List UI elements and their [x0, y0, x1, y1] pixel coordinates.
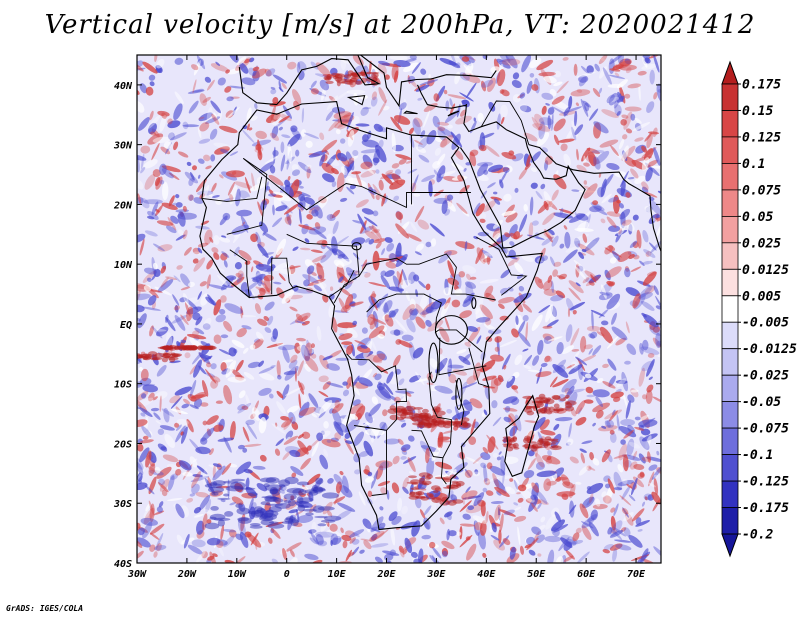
border-line — [243, 158, 471, 211]
border-line — [428, 371, 452, 459]
colorbar-segment — [721, 374, 739, 403]
chart-title: Vertical velocity [m/s] at 200hPa, VT: 2… — [44, 10, 756, 40]
colorbar-label: 0.125 — [742, 130, 781, 145]
colorbar-label: -0.025 — [742, 369, 789, 384]
colorbar-label: -0.125 — [742, 475, 789, 490]
colorbar-label: -0.1 — [742, 448, 773, 463]
coastline-europe — [238, 55, 497, 108]
colorbar-label: 0.1 — [742, 157, 765, 172]
colorbar-label: 0.15 — [742, 104, 773, 119]
border-line — [328, 269, 355, 298]
lake-outline — [428, 342, 439, 384]
border-line — [366, 293, 483, 353]
colorbar-segment — [721, 215, 739, 244]
border-line — [480, 100, 530, 145]
y-tick-label: EQ — [120, 320, 132, 331]
colorbar-label: 0.175 — [742, 78, 781, 93]
x-tick-label: 50E — [527, 569, 546, 580]
colorbar-label: -0.2 — [742, 528, 773, 543]
x-tick-label: 0 — [284, 569, 290, 580]
colorbar-label: 0.0125 — [742, 263, 789, 278]
y-tick-label: 10S — [114, 380, 132, 391]
y-tick-label: 40S — [114, 559, 132, 570]
colorbar-segment — [721, 242, 739, 270]
coastline-crete — [403, 110, 418, 115]
colorbar-label: -0.005 — [742, 316, 789, 331]
colorbar-segment — [721, 480, 739, 509]
border-line — [226, 158, 268, 235]
colorbar-segment — [721, 507, 739, 535]
colorbar-label: -0.05 — [742, 395, 781, 410]
lake-outline — [434, 315, 468, 345]
border-line — [346, 353, 407, 431]
border-line — [438, 337, 487, 376]
colorbar-top-arrow — [721, 60, 739, 85]
y-tick-label: 20N — [113, 200, 133, 211]
x-tick-label: 10E — [328, 569, 347, 580]
colorbar-label: 0.025 — [742, 236, 781, 251]
lake-outline — [351, 242, 362, 251]
border-line — [411, 429, 447, 485]
colorbar-segment — [721, 136, 739, 164]
colorbar-segment — [721, 401, 739, 429]
colorbar-segment — [721, 348, 739, 376]
border-line — [229, 249, 250, 298]
x-tick-label: 60E — [577, 569, 596, 580]
coastline-madagascar — [504, 394, 540, 477]
colorbar-label: -0.0125 — [742, 342, 797, 357]
colorbar-segment — [721, 110, 739, 138]
colorbar-segment — [721, 83, 739, 111]
border-line — [476, 236, 528, 296]
colorbar-label: 0.075 — [742, 183, 781, 198]
x-tick-label: 70E — [627, 569, 646, 580]
y-tick-label: 30N — [113, 141, 133, 152]
x-tick-label: 40E — [477, 569, 496, 580]
coastline-africa — [199, 101, 543, 531]
border-line — [201, 176, 263, 202]
border-line — [358, 253, 496, 301]
x-tick-label: 20W — [177, 569, 197, 580]
colorbar-segment — [721, 268, 739, 297]
colorbar-label: -0.075 — [742, 422, 789, 437]
colorbar-label: 0.005 — [742, 289, 781, 304]
x-tick-label: 10W — [228, 569, 247, 580]
y-tick-label: 40N — [114, 81, 133, 92]
lake-outline — [455, 377, 463, 410]
coastline-india_e — [669, 262, 686, 276]
colorbar-segment — [721, 321, 739, 350]
colorbar-bottom-arrow — [721, 533, 739, 558]
colorbar-segment — [721, 427, 739, 456]
colorbar-segment — [721, 189, 739, 217]
coastline-iran — [528, 144, 661, 253]
colorbar-label: 0.05 — [742, 210, 773, 225]
y-tick-label: 20S — [113, 439, 132, 450]
y-tick-label: 10N — [114, 260, 133, 271]
colorbar-segment — [721, 162, 739, 191]
coastline-arabia — [459, 103, 586, 249]
border-line — [271, 257, 294, 295]
colorbar-label: -0.175 — [742, 501, 789, 516]
colorbar-segment — [721, 295, 739, 323]
credit-text: GrADS: IGES/COLA — [6, 604, 84, 613]
coastline-sicily — [346, 94, 366, 106]
colorbar-segment — [721, 454, 739, 482]
velocity-field — [137, 55, 661, 563]
x-tick-label: 30W — [127, 569, 147, 580]
coastline-turkey — [416, 84, 467, 109]
x-tick-label: 20E — [376, 569, 396, 580]
map-frame — [136, 54, 662, 564]
lake-outline — [471, 297, 477, 309]
border-line — [468, 347, 489, 388]
colorbar: 0.175 0.15 0.125 0.1 0.075 0.05 0.025 0.0125 0.0… — [721, 60, 797, 558]
coastline-cyprus — [447, 110, 460, 117]
x-axis: 30W 20W 10W 0 10E 20E 30E 40E 50E 60E 70E — [127, 55, 646, 580]
coastlines — [199, 55, 686, 531]
border-line — [371, 430, 387, 496]
y-axis: 40N 30N 20N 10N EQ 10S 20S 30S 40S — [113, 81, 661, 570]
x-tick-label: 30E — [426, 569, 446, 580]
y-tick-label: 30S — [113, 499, 132, 510]
